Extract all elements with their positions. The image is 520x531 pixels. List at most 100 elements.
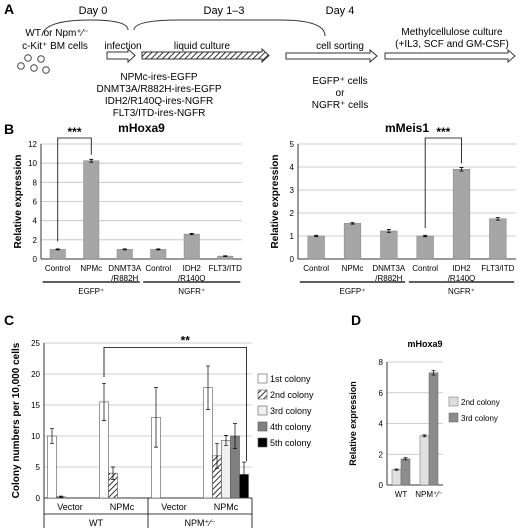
x-tick-label: NPMc: [342, 264, 364, 273]
y-tick-label: 8: [33, 178, 38, 187]
legend-swatch: [257, 405, 268, 416]
group-label: NGFR⁺: [448, 287, 475, 296]
bar: [428, 372, 439, 486]
legend-label: 2nd colony: [461, 398, 500, 407]
error-bar: [89, 158, 94, 163]
chart-title: mMeis1: [385, 121, 429, 135]
y-tick-label: 4: [33, 217, 38, 226]
chart-title: mHoxa9: [407, 339, 442, 349]
sort-line1: EGFP⁺ cells: [312, 76, 367, 87]
chart-b-meis1: mMeis1 Relative expression 0 1 2 3 4 5 Control NP…: [270, 121, 516, 296]
chart-b-hoxa9: mHoxa9 Relative expression 0 2 4 6 8 10 12 Contro…: [13, 121, 242, 296]
y-tick-label: 15: [31, 401, 40, 410]
y-tick-label: 10: [28, 159, 37, 168]
error-bar: [50, 428, 54, 444]
error-bar: [423, 234, 428, 238]
x-tick-label: Control: [412, 264, 438, 273]
y-axis-label: Relative expression: [13, 155, 24, 249]
error-bar: [242, 461, 246, 488]
error-bar: [189, 233, 194, 236]
bar: [343, 223, 362, 260]
legend-label: 5th colony: [270, 438, 312, 448]
bar: [380, 230, 398, 260]
error-bar: [224, 435, 228, 446]
y-tick-label: 6: [33, 198, 38, 207]
panel-c-letter: C: [4, 312, 14, 328]
panel-b-letter: B: [4, 121, 14, 137]
x-tick-label: FLT3/ITD: [481, 264, 514, 273]
significance-bracket: [57, 137, 92, 242]
bar: [400, 458, 411, 486]
bar: [489, 218, 507, 260]
error-bar: [223, 255, 228, 257]
significance-label: **: [181, 333, 191, 347]
legend-swatch: [448, 412, 459, 423]
y-tick-label: 4: [290, 163, 295, 172]
bar: [183, 233, 200, 260]
cells-line2: c-Kit⁺ BM cells: [22, 41, 88, 52]
y-tick-label: 2: [290, 209, 295, 218]
x-tick-label: /R140Q: [448, 274, 476, 283]
y-tick-label: 2: [33, 236, 38, 245]
group-label: NPM⁺⁄⁻: [184, 518, 215, 528]
chart-d-hoxa9: mHoxa9 Relative expression 0 2 4 6 8 WT NPM⁺⁄⁻ 2n…: [348, 339, 500, 499]
legend-swatch: [257, 437, 268, 448]
construct-item: FLT3/ITD-ires-NGFR: [113, 108, 206, 119]
x-tick-label: Control: [303, 264, 329, 273]
error-bar: [431, 370, 436, 376]
bar: [83, 160, 100, 260]
methyl-line2: (+IL3, SCF and GM-CSF): [395, 39, 509, 50]
x-tick-label: FLT3/ITD: [209, 264, 242, 273]
x-tick-label: IDH2: [183, 264, 202, 273]
group-label: NGFR⁺: [178, 287, 205, 296]
y-tick-label: 25: [31, 339, 40, 348]
group-label: WT: [89, 518, 103, 528]
significance-bracket: [424, 137, 462, 228]
y-tick-label: 5: [290, 140, 295, 149]
bar: [391, 469, 402, 486]
bar: [150, 249, 167, 260]
y-tick-label: 12: [28, 140, 37, 149]
error-bar: [394, 468, 399, 471]
sorting-arrow: [285, 48, 378, 64]
error-bar: [422, 434, 427, 438]
group-label: EGFP⁺: [78, 287, 104, 296]
legend-label: 1st colony: [270, 374, 311, 384]
x-tick-label: NPM⁺⁄⁻: [415, 490, 443, 499]
x-tick-label: IDH2: [452, 264, 471, 273]
cells-line1: WT or Npm⁺⁄⁻: [25, 28, 88, 39]
bar: [47, 435, 57, 499]
bar: [416, 235, 434, 260]
bar: [452, 169, 471, 260]
x-tick-label: WT: [395, 490, 408, 499]
panel-a-letter: A: [4, 1, 14, 17]
error-bar: [206, 365, 210, 410]
infection-label: infection: [104, 41, 141, 52]
legend-label: 2nd colony: [270, 390, 314, 400]
x-tick-label: /R882H: [111, 274, 138, 283]
error-bar: [55, 248, 60, 251]
error-bar: [215, 443, 219, 469]
significance-label: ***: [436, 125, 450, 139]
significance-label: ***: [67, 125, 81, 139]
panel-a: A Day 0 Day 1–3 Day 4 WT or Npm⁺⁄⁻ c-Kit…: [4, 1, 516, 119]
cell-circles: [17, 54, 50, 74]
methyl-line1: Methylcellulose culture: [401, 27, 503, 38]
error-bar: [156, 248, 161, 251]
liquid-culture-arrow: [141, 47, 270, 64]
y-axis-label: Relative expression: [348, 381, 358, 466]
y-axis-label: Colony numbers per 10,000 cells: [11, 342, 22, 498]
error-bar: [403, 457, 408, 461]
chart-title: mHoxa9: [118, 121, 165, 135]
error-bar: [111, 466, 115, 480]
error-bar: [459, 167, 464, 172]
y-tick-label: 5: [36, 463, 41, 472]
construct-item: DNMT3A/R882H-ires-EGFP: [96, 84, 221, 95]
significance-bracket: [103, 346, 247, 462]
construct-item: IDH2/R140Q-ires-NGFR: [105, 96, 213, 107]
error-bar: [154, 387, 158, 448]
y-tick-label: 0: [379, 481, 384, 490]
legend-label: 3rd colony: [461, 414, 498, 423]
y-tick-label: 8: [379, 358, 384, 367]
y-tick-label: 0: [36, 494, 41, 503]
